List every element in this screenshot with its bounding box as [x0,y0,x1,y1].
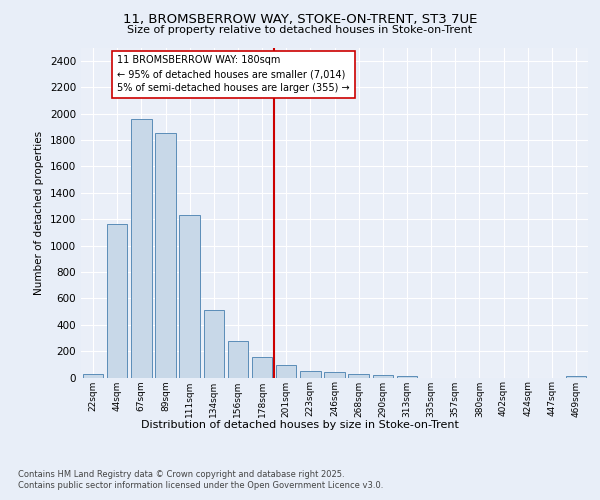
Y-axis label: Number of detached properties: Number of detached properties [34,130,44,294]
Bar [566,376,586,378]
Bar [300,371,320,378]
Bar [373,375,393,378]
Bar [203,310,224,378]
Bar [155,134,176,378]
Bar [83,374,103,378]
Bar [324,372,345,378]
Bar [349,374,369,378]
Text: Contains public sector information licensed under the Open Government Licence v3: Contains public sector information licen… [18,481,383,490]
Bar [252,357,272,378]
Bar [131,119,152,378]
Text: 11 BROMSBERROW WAY: 180sqm
← 95% of detached houses are smaller (7,014)
5% of se: 11 BROMSBERROW WAY: 180sqm ← 95% of deta… [117,56,350,94]
Bar [179,215,200,378]
Bar [107,224,127,378]
Text: 11, BROMSBERROW WAY, STOKE-ON-TRENT, ST3 7UE: 11, BROMSBERROW WAY, STOKE-ON-TRENT, ST3… [123,12,477,26]
Bar [227,341,248,378]
Text: Distribution of detached houses by size in Stoke-on-Trent: Distribution of detached houses by size … [141,420,459,430]
Text: Contains HM Land Registry data © Crown copyright and database right 2025.: Contains HM Land Registry data © Crown c… [18,470,344,479]
Bar [276,365,296,378]
Bar [397,376,417,378]
Text: Size of property relative to detached houses in Stoke-on-Trent: Size of property relative to detached ho… [127,25,473,35]
